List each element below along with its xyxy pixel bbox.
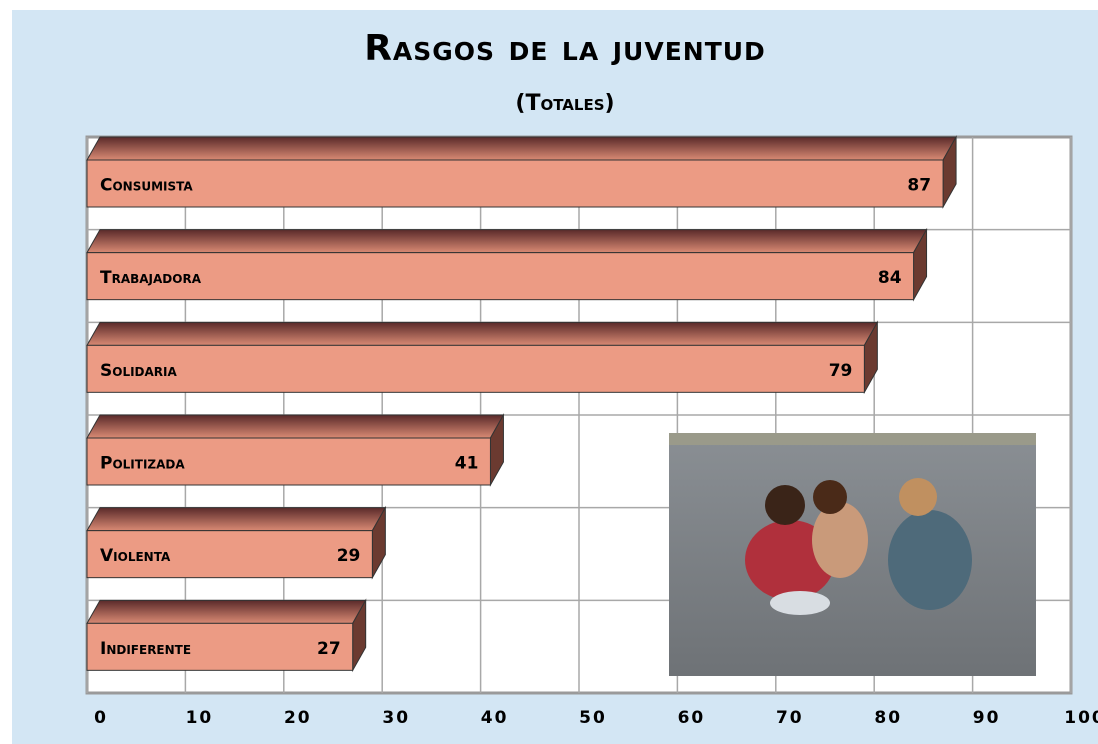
x-tick-label: 70 xyxy=(776,708,804,728)
category-label: Trabajadora xyxy=(100,268,202,288)
photo-head xyxy=(899,478,937,516)
value-label: 27 xyxy=(317,639,341,659)
x-tick-label: 0 xyxy=(94,708,108,728)
bar-top xyxy=(86,414,505,439)
bar-top xyxy=(86,229,928,254)
x-tick-label: 100 xyxy=(1064,708,1098,728)
bar-top xyxy=(86,507,387,532)
photo-head xyxy=(813,480,847,514)
bar-top xyxy=(86,321,879,346)
bar xyxy=(86,437,491,486)
x-tick-label: 60 xyxy=(678,708,706,728)
x-tick-label: 30 xyxy=(382,708,410,728)
x-tick-label: 10 xyxy=(186,708,214,728)
bar xyxy=(86,530,373,579)
category-label: Solidaria xyxy=(100,361,178,381)
value-label: 87 xyxy=(907,176,931,196)
x-tick-label: 20 xyxy=(284,708,312,728)
bar-top xyxy=(86,599,367,624)
bar-top xyxy=(86,136,957,161)
x-tick-label: 40 xyxy=(481,708,509,728)
bar xyxy=(86,159,944,208)
category-label: Politizada xyxy=(100,454,185,474)
x-tick-label: 50 xyxy=(579,708,607,728)
bar xyxy=(86,622,354,671)
category-label: Indiferente xyxy=(100,639,191,659)
photo-head xyxy=(765,485,805,525)
value-label: 79 xyxy=(829,361,853,381)
value-label: 29 xyxy=(337,546,361,566)
bar xyxy=(86,344,865,393)
photo-person xyxy=(888,510,972,610)
x-tick-label: 90 xyxy=(973,708,1001,728)
photo xyxy=(669,433,1036,676)
photo-clothes xyxy=(770,591,830,615)
chart-subtitle: (Totales) xyxy=(515,91,614,116)
chart-title: Rasgos de la juventud xyxy=(364,28,766,69)
bar xyxy=(86,252,915,301)
photo-person xyxy=(812,502,868,578)
photo-background xyxy=(669,433,1036,445)
x-tick-label: 80 xyxy=(874,708,902,728)
category-label: Consumista xyxy=(100,176,193,196)
category-label: Violenta xyxy=(100,546,171,566)
value-label: 41 xyxy=(455,454,479,474)
value-label: 84 xyxy=(878,268,902,288)
